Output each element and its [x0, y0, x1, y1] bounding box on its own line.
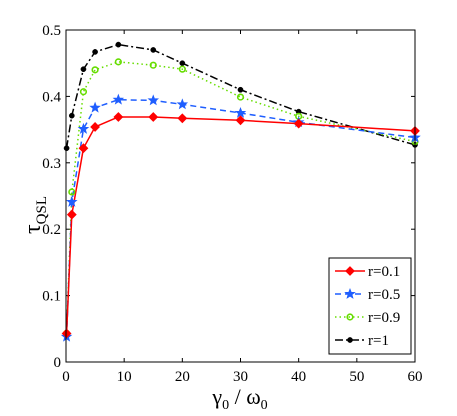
data-point-r=0.5	[176, 98, 189, 110]
legend-label: r=0.9	[368, 310, 400, 326]
x-tick-label: 10	[117, 369, 132, 385]
data-point-r=0.1	[61, 328, 72, 339]
legend: r=0.1 r=0.5 r=0.9 r=1	[328, 257, 412, 355]
y-axis-label: τQSL	[20, 196, 50, 234]
legend-label: r=0.5	[368, 287, 400, 303]
data-point-r=0.1	[66, 209, 77, 220]
x-axis-label: γ0 / ω0	[211, 384, 267, 413]
x-tick-label: 0	[62, 369, 70, 385]
x-tick-label: 60	[408, 369, 423, 385]
y-axis-label-main: τ	[20, 224, 46, 234]
y-tick-label: 0.5	[42, 23, 61, 39]
y-tick-label: 0	[54, 355, 62, 371]
ticks-layer: 0 10 20 30 40 50 60 0 0.1 0.2 0.3 0.4 0.5	[42, 23, 422, 385]
x-axis-label-sub1: 0	[222, 398, 229, 413]
series-layer	[66, 43, 415, 337]
data-point-r=0.9	[79, 88, 88, 96]
x-tick-label: 20	[175, 369, 190, 385]
data-point-r=1	[80, 66, 87, 73]
series-line-r=0.1	[66, 116, 415, 334]
data-point-r=0.9	[68, 188, 76, 196]
y-tick-label: 0.4	[42, 89, 61, 105]
y-tick-label: 0.3	[42, 156, 61, 172]
data-point-r=1	[68, 112, 75, 119]
series-line-r=0.9	[66, 61, 415, 334]
y-tick-label: 0.2	[42, 222, 61, 238]
legend-label: r=0.1	[368, 264, 400, 280]
data-point-r=0.1	[235, 115, 246, 126]
data-point-r=0.9	[114, 58, 122, 66]
data-point-r=0.1	[78, 143, 89, 154]
y-axis-label-sub: QSL	[34, 196, 50, 224]
legend-marker-r=1	[347, 337, 353, 343]
x-axis-label-main: γ	[211, 384, 222, 409]
data-point-r=1	[237, 86, 244, 93]
legend-box	[328, 257, 412, 355]
data-point-r=0.1	[293, 118, 304, 129]
data-point-r=0.5	[112, 93, 125, 105]
data-point-r=1	[150, 47, 157, 53]
data-point-r=0.5	[147, 94, 160, 106]
data-point-r=0.9	[178, 65, 186, 73]
x-tick-label: 30	[233, 369, 248, 385]
legend-marker-r=0.1	[345, 266, 355, 276]
data-point-r=1	[179, 60, 186, 67]
data-point-r=0.5	[234, 106, 247, 118]
x-axis-label-sep: /	[229, 384, 246, 409]
x-tick-label: 50	[349, 369, 364, 385]
data-point-r=0.9	[91, 66, 99, 74]
markers-layer	[60, 41, 421, 342]
y-tick-label: 0.1	[42, 289, 61, 305]
data-point-r=0.1	[113, 112, 124, 122]
data-point-r=0.5	[89, 101, 101, 113]
x-tick-label: 40	[291, 369, 306, 385]
data-point-r=0.1	[177, 113, 188, 124]
data-point-r=0.9	[149, 61, 157, 69]
x-axis-label-main2: ω	[246, 384, 260, 409]
series-line-r=1	[66, 43, 415, 149]
data-point-r=1	[92, 49, 98, 55]
data-point-r=0.9	[236, 93, 245, 101]
series-line-r=0.5	[66, 98, 415, 337]
data-point-r=0.5	[77, 122, 90, 134]
legend-marker-r=0.5	[344, 287, 356, 299]
x-axis-label-sub2: 0	[261, 398, 268, 413]
plot-frame	[65, 29, 416, 363]
data-point-r=1	[115, 41, 122, 48]
legend-items: r=0.1 r=0.5 r=0.9 r=1	[335, 264, 400, 349]
data-point-r=1	[63, 145, 70, 152]
legend-marker-r=0.9	[346, 313, 354, 321]
data-point-r=0.5	[66, 195, 78, 207]
data-point-r=0.1	[148, 112, 159, 122]
data-point-r=0.1	[90, 122, 100, 132]
legend-label: r=1	[368, 333, 389, 349]
